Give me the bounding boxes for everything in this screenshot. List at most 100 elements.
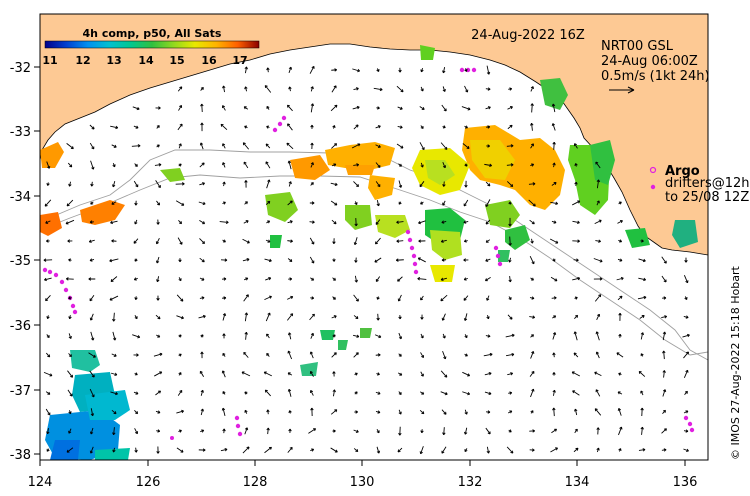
current-arrow — [132, 334, 140, 338]
current-arrowhead — [288, 410, 292, 414]
current-arrowhead — [158, 390, 161, 394]
current-arrowhead — [288, 428, 292, 432]
current-arrowhead — [465, 89, 469, 93]
colorbar-tick: 15 — [169, 54, 184, 67]
current-arrowhead — [133, 240, 137, 244]
current-arrowhead — [530, 122, 534, 126]
current-arrowhead — [642, 448, 646, 452]
current-arrowhead — [88, 239, 92, 243]
current-arrowhead — [268, 446, 272, 450]
current-arrowhead — [46, 335, 50, 339]
current-arrow — [485, 199, 491, 207]
current-arrowhead — [530, 410, 534, 414]
current-arrowhead — [686, 351, 689, 355]
current-arrow — [177, 123, 183, 131]
current-arrow — [242, 238, 250, 244]
current-arrowhead — [486, 450, 490, 454]
current-arrow — [419, 181, 425, 187]
current-arrowhead — [442, 165, 447, 169]
current-arrow — [200, 142, 204, 150]
current-arrowhead — [552, 352, 556, 356]
current-arrowhead — [420, 297, 424, 301]
current-arrowhead — [418, 220, 421, 225]
current-arrowhead — [135, 391, 139, 395]
current-arrow — [310, 333, 314, 339]
current-arrowhead — [442, 70, 446, 74]
current-arrow — [308, 428, 316, 434]
current-arrow — [330, 104, 338, 112]
current-arrowhead — [112, 318, 116, 322]
current-arrowhead — [309, 390, 314, 393]
current-arrowhead — [686, 333, 690, 338]
current-arrowhead — [377, 144, 381, 148]
current-arrowhead — [489, 163, 492, 168]
current-arrow — [550, 276, 558, 282]
current-arrow — [287, 296, 293, 300]
current-arrowhead — [530, 240, 534, 244]
current-arrow — [176, 410, 184, 414]
current-arrowhead — [398, 411, 402, 415]
y-axis: -32 -33 -34 -35 -36 -37 -38 — [10, 61, 40, 463]
current-arrowhead — [157, 202, 160, 206]
current-arrowhead — [68, 258, 71, 262]
current-arrow — [376, 446, 380, 454]
current-arrowhead — [202, 448, 206, 452]
current-arrowhead — [44, 277, 47, 282]
current-arrow — [661, 428, 667, 434]
current-arrowhead — [263, 371, 267, 375]
current-arrowhead — [442, 125, 446, 129]
current-arrow — [440, 277, 448, 281]
current-arrow — [46, 161, 50, 169]
current-arrow — [530, 143, 534, 149]
current-arrowhead — [47, 165, 51, 169]
current-arrow — [201, 103, 203, 113]
current-arrow — [155, 390, 161, 396]
current-arrow — [90, 427, 94, 435]
current-arrowhead — [486, 316, 490, 320]
current-arrowhead — [179, 221, 183, 225]
current-arrowhead — [552, 389, 556, 393]
current-arrowhead — [156, 297, 160, 301]
current-arrowhead — [111, 239, 114, 243]
current-arrow — [506, 181, 514, 187]
current-arrow — [596, 331, 600, 341]
current-arrowhead — [332, 296, 336, 300]
current-arrow — [352, 334, 360, 338]
current-arrowhead — [115, 391, 118, 396]
current-arrowhead — [158, 163, 162, 167]
current-arrowhead — [66, 277, 69, 281]
current-arrowhead — [224, 448, 228, 452]
current-arrowhead — [199, 370, 203, 374]
current-arrowhead — [135, 431, 139, 435]
current-arrowhead — [287, 372, 291, 376]
current-arrow — [398, 294, 402, 302]
current-arrow — [89, 294, 95, 302]
current-arrowhead — [332, 259, 336, 262]
current-arrow — [266, 179, 270, 189]
current-arrow — [244, 312, 248, 322]
current-arrow — [113, 312, 115, 322]
colorbar-title: 4h comp, p50, All Sats — [83, 27, 222, 40]
current-arrowhead — [487, 125, 491, 129]
current-arrowhead — [489, 352, 493, 357]
current-arrowhead — [442, 184, 446, 187]
current-arrow — [441, 409, 447, 415]
argo-legend: Argo drifters@12h to 25/08 12Z — [649, 164, 750, 205]
current-arrowhead — [201, 296, 205, 300]
current-arrow — [66, 143, 74, 149]
current-arrow — [375, 276, 381, 282]
current-arrowhead — [333, 221, 337, 225]
current-arrow — [529, 255, 535, 265]
current-arrow — [440, 142, 448, 150]
current-arrowhead — [287, 332, 292, 336]
current-arrow — [44, 199, 52, 207]
current-arrowhead — [112, 164, 116, 168]
current-arrowhead — [400, 89, 404, 93]
current-arrowhead — [115, 125, 119, 130]
current-arrow — [440, 294, 448, 302]
current-arrowhead — [333, 352, 337, 356]
current-arrow — [265, 389, 271, 397]
current-arrowhead — [551, 103, 556, 107]
current-arrowhead — [332, 277, 336, 281]
